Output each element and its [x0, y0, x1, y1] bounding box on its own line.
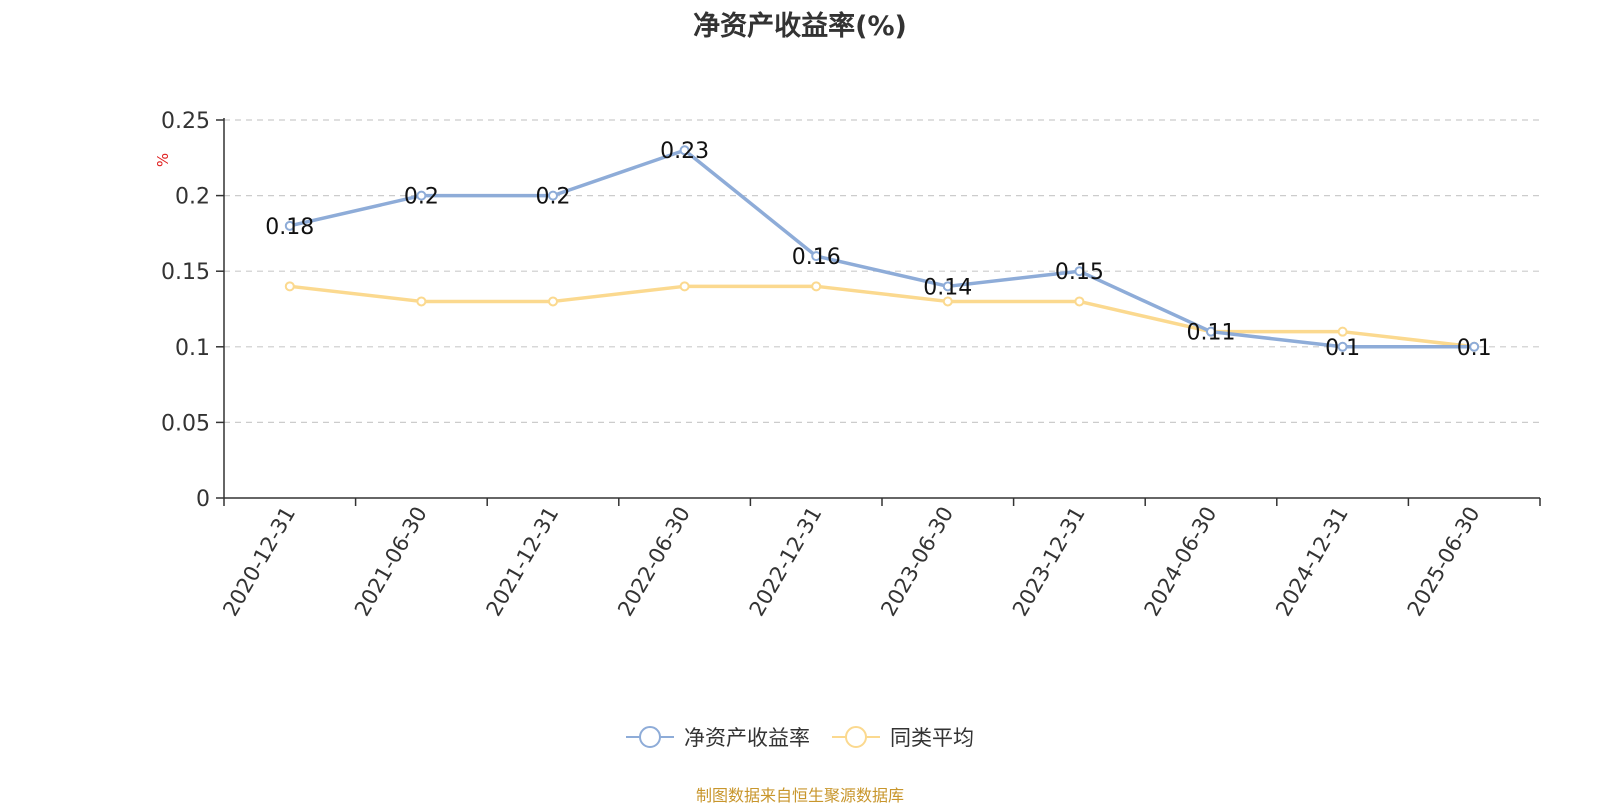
data-point-roe — [811, 251, 822, 262]
data-point-roe — [1206, 326, 1216, 337]
y-tick-label: 0.2 — [175, 185, 210, 210]
x-tick-label: 2021-12-31 — [482, 503, 564, 621]
x-tick-label: 2021-06-30 — [350, 503, 432, 621]
legend-label-peer-average: 同类平均 — [890, 726, 974, 750]
legend-item-roe[interactable]: 净资产收益率 — [626, 722, 810, 752]
data-point-peer-average — [284, 281, 295, 292]
data-point-roe — [416, 190, 427, 201]
x-tick-label: 2024-12-31 — [1271, 503, 1353, 621]
data-label: 0.23 — [660, 139, 709, 164]
data-label: 0.15 — [1055, 260, 1104, 285]
series-line-peer-average — [289, 284, 1475, 349]
data-point-peer-average — [811, 281, 822, 292]
data-label: 0.14 — [923, 275, 972, 300]
x-tick-label: 2023-06-30 — [876, 503, 958, 621]
data-point-roe — [679, 145, 690, 156]
data-point-peer-average — [679, 281, 690, 292]
legend: 净资产收益率 同类平均 — [0, 722, 1600, 752]
y-axis-label: % — [154, 153, 172, 167]
data-point-roe — [1074, 266, 1085, 277]
data-point-peer-average — [416, 296, 427, 307]
chart-title: 净资产收益率(%) — [693, 11, 907, 42]
data-label: 0.1 — [1457, 336, 1492, 361]
data-point-roe — [548, 190, 558, 201]
data-point-peer-average — [548, 296, 558, 307]
x-tick-label: 2020-12-31 — [218, 503, 300, 621]
data-source-note: 制图数据来自恒生聚源数据库 — [695, 786, 904, 805]
data-point-peer-average — [1337, 326, 1348, 337]
x-tick-label: 2022-06-30 — [613, 503, 695, 621]
x-tick-label: 2024-06-30 — [1140, 503, 1222, 621]
series-line-roe — [289, 148, 1475, 349]
legend-marker-peer-average-icon — [832, 725, 880, 749]
legend-item-peer-average[interactable]: 同类平均 — [832, 722, 974, 752]
data-point-roe — [1337, 341, 1348, 352]
data-point-roe — [284, 220, 295, 231]
data-point-peer-average — [1074, 296, 1085, 307]
legend-marker-roe-icon — [626, 725, 674, 749]
data-label: 0.11 — [1187, 321, 1236, 346]
x-tick-label: 2022-12-31 — [745, 503, 827, 621]
y-tick-label: 0.05 — [161, 411, 210, 436]
x-tick-label: 2023-12-31 — [1008, 503, 1090, 621]
x-tick-label: 2025-06-30 — [1403, 503, 1485, 621]
y-tick-label: 0.25 — [161, 109, 210, 134]
y-tick-label: 0.1 — [175, 336, 210, 361]
data-point-roe — [1469, 341, 1480, 352]
legend-label-roe: 净资产收益率 — [684, 726, 810, 750]
y-tick-label: 0 — [196, 487, 210, 512]
data-label: 0.16 — [792, 245, 841, 270]
y-tick-label: 0.15 — [161, 260, 210, 285]
data-label: 0.18 — [265, 215, 314, 240]
data-label: 0.1 — [1325, 336, 1360, 361]
data-point-roe — [942, 281, 953, 292]
data-label: 0.2 — [536, 185, 571, 210]
data-point-peer-average — [942, 296, 953, 307]
data-label: 0.2 — [404, 185, 439, 210]
